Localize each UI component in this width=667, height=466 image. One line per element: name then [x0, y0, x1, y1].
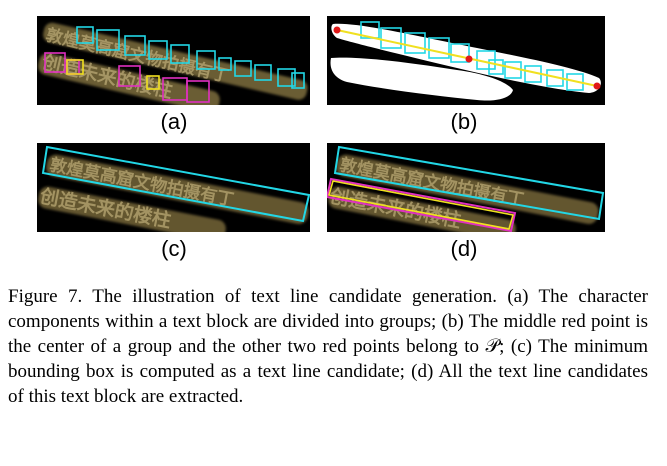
- text-line-candidate-box-3: [327, 180, 515, 230]
- panel-a-label: (a): [160, 109, 188, 134]
- panel-a-image: 敦煌莫高窟文物拍摄有丁 创造未来的楼柱: [37, 16, 310, 105]
- panel-c-image: 敦煌莫高窟文物拍摄有丁 创造未来的楼柱: [37, 143, 310, 232]
- panel-d-image: 敦煌莫高窟文物拍摄有丁 创造未来的楼柱: [327, 143, 605, 232]
- text-line-1-strokes: [43, 22, 308, 100]
- mask-line-2: [330, 57, 513, 101]
- cyan-group-boxes: [76, 26, 305, 89]
- yellow-group-boxes: [66, 59, 160, 90]
- text-line-candidate-box-2: [327, 177, 517, 232]
- panel-b-label: (b): [450, 109, 478, 134]
- text-line-candidate-box: [41, 145, 310, 223]
- figure-caption-text: Figure 7. The illustration of text line …: [8, 286, 648, 407]
- red-point-center: [465, 55, 473, 63]
- figure-caption: Figure 7. The illustration of text line …: [8, 284, 648, 409]
- text-line-candidate-box-1: [333, 145, 605, 221]
- panel-b-image: [327, 16, 605, 105]
- panel-d-label: (d): [450, 236, 478, 261]
- red-point-end: [593, 82, 601, 90]
- red-point-start: [333, 26, 341, 34]
- panel-c-label: (c): [161, 236, 187, 261]
